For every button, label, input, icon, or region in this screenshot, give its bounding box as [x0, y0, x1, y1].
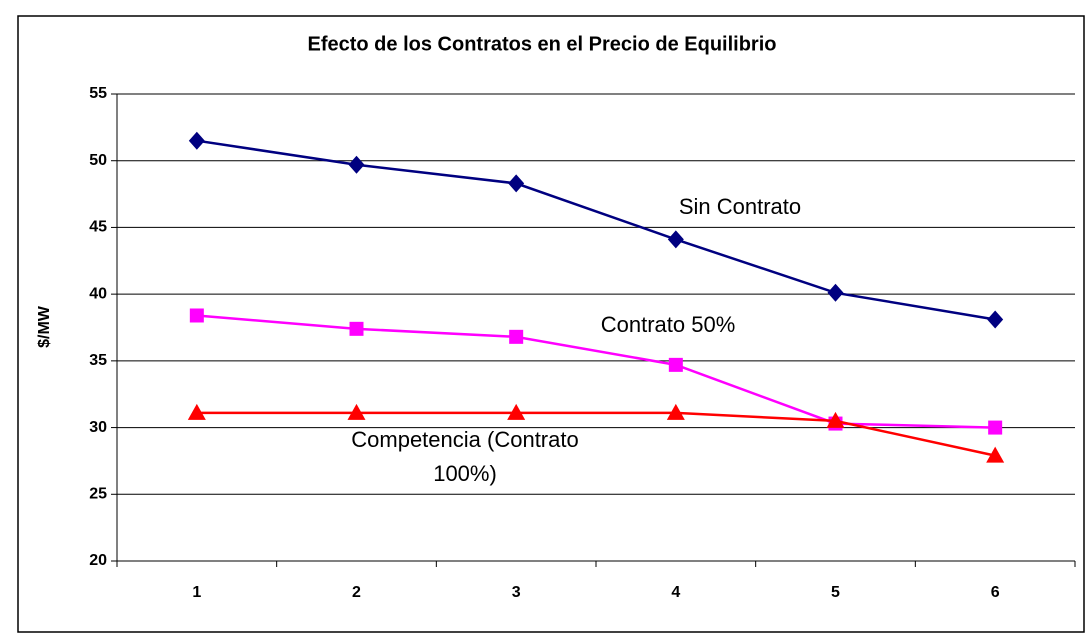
x-tick-label: 3: [512, 584, 521, 601]
marker: [188, 131, 205, 150]
x-tick-label: 2: [352, 584, 361, 601]
x-tick-label: 6: [991, 584, 1000, 601]
marker: [509, 329, 524, 344]
marker: [349, 321, 364, 336]
marker: [666, 403, 685, 420]
marker: [668, 357, 683, 372]
annotation: Sin Contrato: [679, 194, 801, 219]
annotation: Contrato 50%: [601, 312, 736, 337]
y-axis-label: $/MW: [36, 305, 53, 348]
marker: [988, 420, 1003, 435]
marker: [826, 411, 845, 428]
marker: [667, 230, 684, 249]
x-tick-label: 4: [671, 584, 680, 601]
marker: [347, 403, 366, 420]
series-line: [196, 314, 996, 429]
series-line: [196, 411, 996, 457]
x-tick-label: 5: [831, 584, 840, 601]
y-tick-label: 20: [89, 552, 107, 569]
marker: [827, 283, 844, 302]
y-tick-label: 35: [89, 352, 107, 369]
marker: [508, 174, 525, 193]
annotation: Competencia (Contrato: [351, 427, 578, 452]
y-tick-label: 25: [89, 486, 107, 503]
marker: [348, 155, 365, 174]
marker: [986, 446, 1005, 463]
annotation: 100%): [433, 461, 497, 486]
chart-border: [17, 15, 1085, 633]
y-tick-label: 45: [89, 219, 107, 236]
y-tick-label: 40: [89, 285, 107, 302]
y-tick-label: 30: [89, 419, 107, 436]
x-tick-label: 1: [192, 584, 201, 601]
marker: [189, 308, 204, 323]
y-tick-label: 55: [89, 85, 107, 102]
y-tick-label: 50: [89, 152, 107, 169]
marker: [187, 403, 206, 420]
marker: [507, 403, 526, 420]
marker: [987, 310, 1004, 329]
series-line: [196, 139, 996, 321]
chart-title: Efecto de los Contratos en el Precio de …: [308, 33, 777, 55]
